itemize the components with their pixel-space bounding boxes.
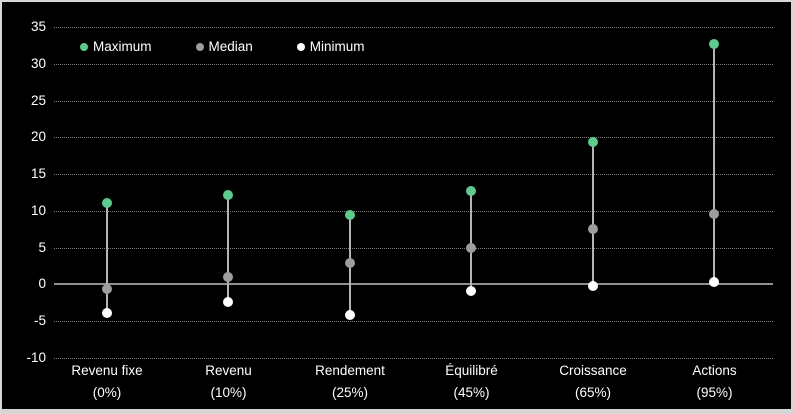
category-label: Équilibré (45%) [411, 360, 533, 404]
data-point-maximum [709, 38, 720, 49]
data-point-minimum [709, 276, 720, 287]
legend-item-median: Median [195, 39, 253, 54]
legend-item-maximum: Maximum [80, 39, 152, 54]
legend-item-minimum: Minimum [296, 39, 365, 54]
category-label: Revenu (10%) [168, 360, 290, 404]
legend-dot-icon [80, 42, 88, 51]
range-stem [713, 43, 716, 282]
category-name: Revenu [205, 363, 252, 378]
y-axis-tick-label: 30 [30, 55, 46, 71]
data-point-maximum [587, 137, 598, 148]
category-allocation: (10%) [210, 385, 247, 400]
range-stem [591, 142, 594, 286]
data-point-median [101, 283, 112, 294]
legend-label: Median [208, 39, 253, 54]
data-point-median [223, 272, 234, 283]
category-allocation: (65%) [574, 385, 611, 400]
category-name: Rendement [315, 363, 385, 378]
legend-dot-icon [296, 42, 305, 51]
gridline [54, 210, 773, 212]
category-allocation: (45%) [453, 385, 490, 400]
category-label: Rendement (25%) [289, 360, 411, 404]
gridline [54, 137, 773, 139]
y-axis-tick-label: 25 [30, 92, 46, 108]
y-axis-tick-label: -10 [26, 350, 46, 365]
gridline [54, 321, 773, 323]
data-point-maximum [101, 197, 112, 208]
range-dot-chart: Maximum Median Minimum 35 30 25 20 15 10 5 0 -5 -10… [2, 2, 791, 409]
gridline [54, 27, 773, 28]
legend-label: Minimum [309, 39, 365, 54]
category-allocation: (0%) [92, 385, 122, 400]
category-name: Actions [692, 363, 737, 378]
category-label: Croissance (65%) [532, 360, 654, 404]
gridline [54, 100, 773, 102]
legend-label: Maximum [93, 39, 152, 54]
range-stem [105, 202, 108, 314]
data-point-median [344, 258, 355, 269]
chart-legend: Maximum Median Minimum [80, 39, 365, 54]
legend-dot-icon [195, 42, 204, 51]
category-name: Revenu fixe [71, 363, 143, 378]
data-point-minimum [587, 280, 598, 291]
category-label: Actions (95%) [654, 360, 776, 404]
data-point-median [466, 242, 477, 253]
y-axis-tick-label: 10 [30, 202, 46, 218]
y-axis-tick-label: 15 [30, 166, 46, 182]
gridline [54, 174, 773, 176]
range-stem [470, 191, 473, 292]
data-point-median [587, 224, 598, 235]
category-name: Croissance [559, 363, 627, 378]
gridline [54, 247, 773, 249]
data-point-minimum [344, 309, 355, 320]
category-allocation: (25%) [331, 385, 368, 400]
y-axis-tick-label: 35 [30, 19, 46, 34]
data-point-median [709, 208, 720, 219]
range-stem [227, 195, 230, 303]
category-allocation: (95%) [696, 385, 733, 400]
gridline [54, 358, 773, 359]
data-point-maximum [466, 186, 477, 197]
data-point-maximum [223, 190, 234, 201]
y-axis-tick-label: 0 [38, 276, 46, 292]
y-axis-tick-label: 5 [38, 239, 46, 255]
y-axis-tick-label: -5 [33, 313, 46, 329]
category-name: Équilibré [445, 363, 498, 378]
data-point-minimum [223, 297, 234, 308]
y-axis-tick-label: 20 [30, 129, 46, 145]
data-point-minimum [466, 286, 477, 297]
data-point-maximum [344, 209, 355, 220]
category-label: Revenu fixe (0%) [46, 360, 168, 404]
gridline [54, 63, 773, 65]
zero-axis-line [54, 283, 773, 286]
data-point-minimum [101, 308, 112, 319]
